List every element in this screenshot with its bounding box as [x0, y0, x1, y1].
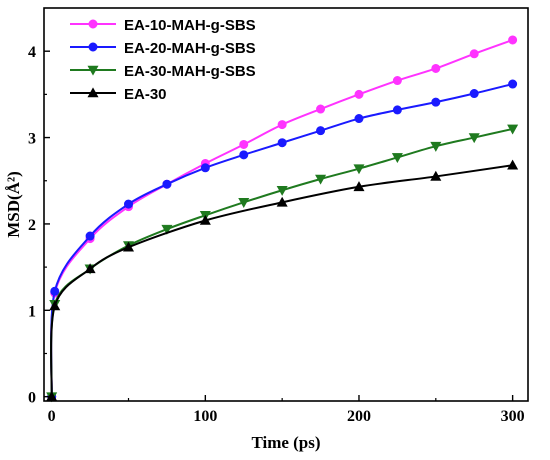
- data-point-0-8: [316, 104, 326, 114]
- data-point-0-11: [431, 63, 441, 73]
- data-point-0-7: [277, 120, 287, 130]
- x-tick-label-2: 200: [347, 408, 371, 425]
- x-axis-title: Time (ps): [251, 433, 320, 452]
- legend-marker-2: [87, 65, 99, 76]
- data-point-3-5: [276, 196, 288, 207]
- y-axis-title: MSD(Å²): [4, 171, 23, 237]
- data-point-1-8: [316, 126, 326, 136]
- x-tick-label-1: 100: [193, 408, 217, 425]
- data-point-3-2: [84, 263, 96, 274]
- legend-item-3: EA-30: [70, 86, 167, 103]
- axes: 0 100 200 300 0 1 2 3 4 Time (ps) MSD(Å²): [4, 7, 529, 452]
- legend-marker-0: [88, 19, 98, 29]
- x-tick-label-0: 0: [48, 408, 56, 425]
- data-point-0-12: [469, 49, 479, 59]
- data-point-3-7: [430, 170, 442, 181]
- data-point-0-6: [239, 139, 249, 149]
- data-point-1-10: [392, 105, 402, 115]
- legend-marker-3: [87, 87, 99, 98]
- series-0: [47, 35, 518, 402]
- data-point-1-13: [508, 79, 518, 89]
- data-point-0-9: [354, 89, 364, 99]
- x-tick-label-3: 300: [501, 408, 525, 425]
- data-point-1-1: [50, 286, 60, 296]
- data-point-2-7: [276, 185, 288, 196]
- series-1: [47, 79, 518, 402]
- data-point-3-1: [49, 300, 61, 311]
- data-point-2-11: [430, 141, 442, 152]
- data-point-1-4: [162, 179, 172, 189]
- data-point-1-6: [239, 150, 249, 160]
- data-point-3-6: [353, 181, 365, 192]
- data-point-1-7: [277, 138, 287, 148]
- data-point-2-13: [507, 124, 519, 135]
- data-point-1-5: [200, 163, 210, 173]
- data-point-3-8: [507, 159, 519, 170]
- y-tick-label-2: 2: [28, 217, 36, 234]
- series-line-0: [50, 39, 513, 397]
- legend-item-2: EA-30-MAH-g-SBS: [70, 63, 256, 80]
- data-point-1-9: [354, 114, 364, 124]
- y-tick-label-0: 0: [28, 390, 36, 407]
- data-point-1-2: [85, 231, 95, 241]
- legend-label-1: EA-20-MAH-g-SBS: [124, 40, 256, 57]
- series-line-1: [50, 83, 513, 397]
- data-point-2-4: [161, 224, 173, 235]
- y-tick-label-3: 3: [28, 131, 36, 148]
- legend-item-0: EA-10-MAH-g-SBS: [70, 17, 256, 34]
- series-line-2: [50, 127, 513, 397]
- data-point-2-6: [238, 198, 250, 208]
- legend-label-2: EA-30-MAH-g-SBS: [124, 63, 256, 80]
- legend-marker-1: [88, 42, 98, 52]
- data-point-1-11: [431, 97, 441, 107]
- data-point-0-13: [508, 35, 518, 45]
- series-2: [46, 124, 519, 403]
- y-tick-label-1: 1: [28, 303, 36, 320]
- legend: EA-10-MAH-g-SBS EA-20-MAH-g-SBS EA-30-MAH-…: [70, 17, 256, 103]
- data-point-2-8: [315, 174, 327, 185]
- data-point-3-4: [199, 214, 211, 225]
- y-tick-label-4: 4: [28, 44, 36, 61]
- data-point-1-3: [124, 199, 134, 209]
- plot-frame: [43, 7, 529, 402]
- legend-item-1: EA-20-MAH-g-SBS: [70, 40, 256, 57]
- data-point-2-12: [468, 133, 480, 144]
- plot-area: [46, 35, 519, 403]
- data-point-2-10: [391, 153, 403, 164]
- data-point-0-10: [392, 76, 402, 86]
- legend-label-0: EA-10-MAH-g-SBS: [124, 17, 256, 34]
- series-3: [46, 159, 519, 401]
- data-point-2-9: [353, 164, 365, 175]
- data-point-1-12: [469, 89, 479, 99]
- data-point-3-3: [122, 241, 135, 252]
- legend-label-3: EA-30: [124, 86, 167, 103]
